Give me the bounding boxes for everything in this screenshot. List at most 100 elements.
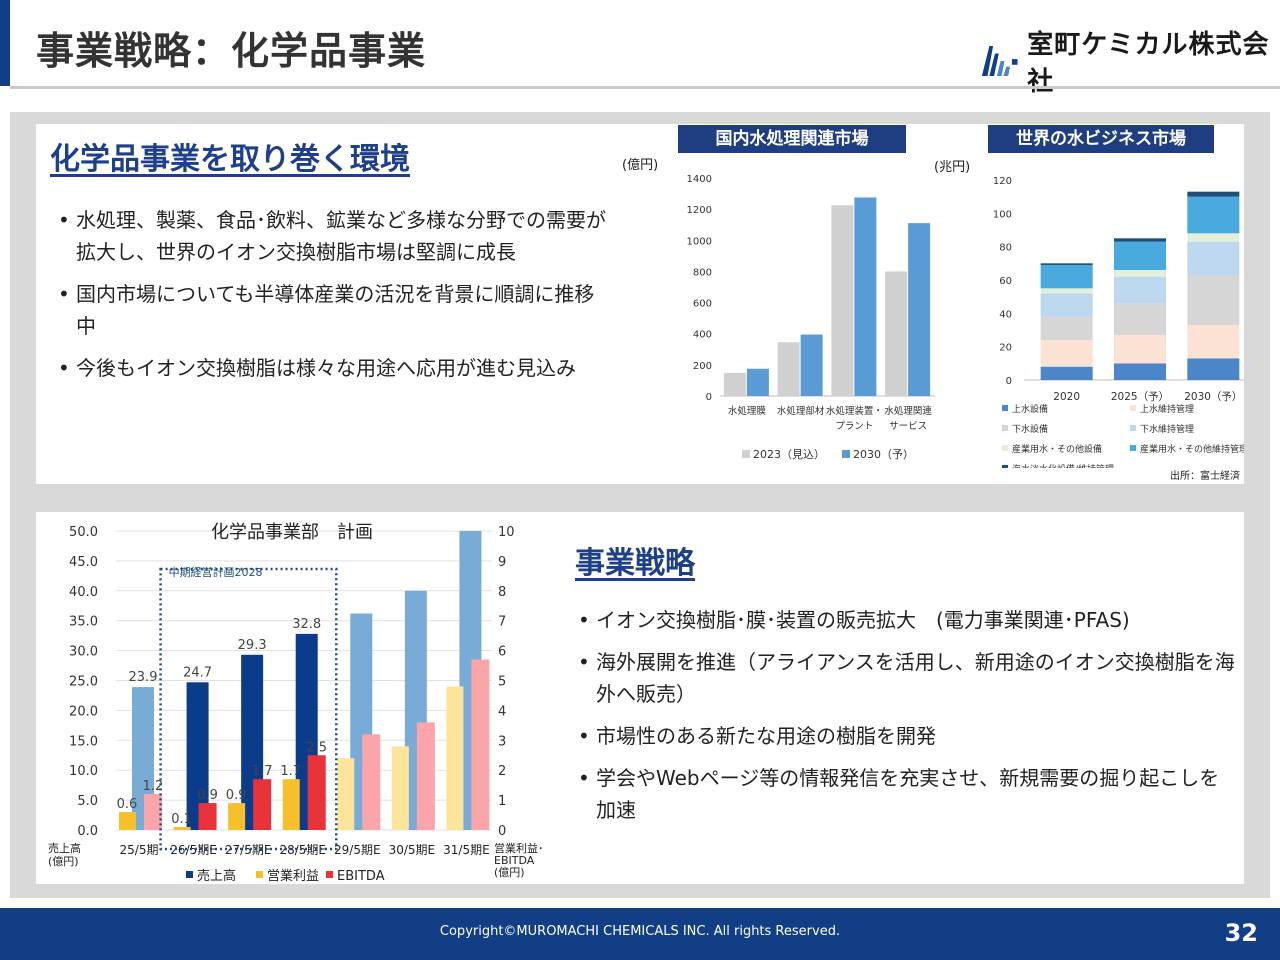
bar-2030 [746, 368, 769, 396]
right-axis-label: EBITDA [494, 854, 535, 867]
bar-operating-profit [446, 686, 464, 830]
right-y-tick-label: 2 [498, 764, 506, 779]
environment-bullet: 今後もイオン交換樹脂は様々な用途へ応用が進む見込み [56, 352, 611, 384]
legend-label: 2030（予） [853, 448, 914, 461]
strategy-heading: 事業戦略 [575, 546, 695, 581]
legend-label: 産業用水・その他維持管理 [1140, 443, 1244, 455]
business-plan-chart: 0.05.010.015.020.025.030.035.040.045.050… [48, 522, 544, 884]
right-y-tick-label: 9 [498, 555, 506, 570]
legend-swatch [742, 450, 750, 458]
stack-segment [1187, 358, 1240, 380]
strategy-bullet: イオン交換樹脂･膜･装置の販売拡大 (電力事業関連･PFAS) [576, 604, 1236, 636]
left-y-tick-label: 50.0 [69, 525, 98, 540]
chart-title-backdrop [200, 532, 388, 546]
footer-bar: Copyright©MUROMACHI CHEMICALS INC. All r… [0, 908, 1280, 960]
bar-operating-profit [337, 758, 355, 830]
x-category-label: 31/5期E [443, 843, 490, 857]
header-accent-bar [0, 0, 10, 86]
strategy-panel: 0.0 5.0 10.0 15.0 20.0 25.0 30.0 35.0 40.0 45.0 50… [36, 512, 1244, 884]
bar-sales [186, 682, 209, 830]
stack-segment [1187, 241, 1240, 275]
strategy-bullet: 市場性のある新たな用途の樹脂を開発 [576, 720, 1236, 752]
legend-swatch [1130, 425, 1136, 431]
strategy-bullet: 海外展開を推進（アライアンスを活用し、新用途のイオン交換樹脂を海外へ販売） [576, 646, 1236, 710]
environment-panel: 化学品事業を取り巻く環境 水処理、製薬、食品･飲料、鉱業など多様な分野での需要が… [36, 124, 1244, 484]
legend-label: 下水維持管理 [1140, 423, 1194, 435]
right-y-tick-label: 3 [498, 734, 506, 749]
left-y-tick-label: 30.0 [69, 645, 98, 660]
stack-segment [1114, 276, 1166, 304]
bar-ebitda [144, 794, 162, 830]
global-chart-unit: (兆円) [934, 160, 971, 175]
stack-segment [1187, 325, 1240, 359]
right-y-tick-label: 8 [498, 585, 506, 600]
bar-2023 [777, 342, 800, 396]
legend-swatch [256, 871, 263, 878]
bar-operating-profit [391, 746, 409, 830]
left-axis-label: 売上高 [48, 841, 81, 855]
stack-segment [1187, 191, 1240, 197]
left-y-tick-label: 20.0 [69, 704, 98, 719]
x-category-label: 28/5期E [279, 843, 326, 857]
bar-operating-profit [119, 812, 136, 830]
y-tick-label: 1200 [687, 205, 712, 216]
left-y-tick-label: 40.0 [69, 585, 98, 600]
stack-segment [1114, 303, 1166, 335]
left-y-tick-label: 15.0 [69, 734, 98, 749]
left-y-tick-label: 5.0 [77, 794, 98, 809]
stack-segment [1114, 270, 1166, 277]
company-logo: 室町ケミカル株式会社 [980, 24, 1280, 98]
x-category-label: 水処理部材 [777, 405, 825, 417]
right-axis-label: (億円) [494, 866, 525, 879]
strategy-bullet-list: イオン交換樹脂･膜･装置の販売拡大 (電力事業関連･PFAS) 海外展開を推進（… [576, 604, 1236, 836]
sales-data-label: 23.9 [129, 670, 158, 685]
x-category-label: 30/5期E [389, 843, 436, 857]
domestic-water-market-chart: 0 200 400 600 800 1000 1200 1400 水処理膜 水処理部材 水処理装置・… [687, 174, 935, 461]
source-note: 出所：富士経済 [1170, 471, 1240, 482]
y-tick-label: 600 [693, 299, 712, 310]
y-tick-label: 60 [999, 276, 1012, 287]
legend-swatch [1002, 425, 1008, 431]
bar-ebitda [416, 722, 435, 830]
ebitda-data-label: 1.2 [143, 779, 164, 794]
bar-2023 [885, 271, 908, 396]
right-y-tick-label: 6 [498, 645, 506, 660]
y-tick-label: 1000 [687, 236, 712, 247]
legend-label: 営業利益 [267, 868, 319, 884]
domestic-chart-title: 国内水処理関連市場 [678, 125, 906, 153]
stack-segment [1040, 288, 1093, 294]
x-category-label: プラント [835, 421, 873, 432]
operating-profit-data-label: 0.6 [117, 797, 138, 812]
domestic-chart-unit: (億円) [622, 158, 659, 173]
bar-ebitda [198, 803, 217, 830]
right-axis-label: 営業利益･ [494, 841, 544, 855]
legend-swatch [1130, 405, 1136, 411]
stack-segment [1114, 363, 1166, 380]
y-tick-label: 0 [706, 392, 712, 403]
stack-segment [1040, 316, 1093, 340]
legend-label: 下水設備 [1012, 423, 1048, 435]
bar-ebitda [253, 779, 272, 830]
right-y-tick-label: 1 [498, 794, 506, 809]
ebitda-data-label: 2.5 [306, 740, 327, 755]
x-category-label: 水処理関連 [884, 405, 932, 417]
legend-label: 産業用水・その他設備 [1012, 443, 1102, 455]
stack-segment [1114, 241, 1166, 270]
operating-profit-data-label: 1.7 [280, 764, 301, 779]
x-category-label: 27/5期E [225, 843, 272, 857]
bar-2030 [800, 334, 823, 396]
left-y-tick-label: 10.0 [69, 764, 98, 779]
legend-swatch [1130, 445, 1136, 451]
ebitda-data-label: 1.7 [252, 764, 273, 779]
footer-copyright: Copyright©MUROMACHI CHEMICALS INC. All r… [439, 924, 841, 939]
y-tick-label: 100 [993, 209, 1012, 220]
left-y-tick-label: 0.0 [77, 824, 98, 839]
bar-2030 [854, 197, 877, 396]
stack-segment [1040, 263, 1093, 265]
global-chart-title: 世界の水ビジネス市場 [988, 125, 1214, 153]
legend-label: EBITDA [337, 869, 385, 884]
bar-2030 [908, 223, 931, 396]
stack-segment [1114, 335, 1166, 364]
bar-2023 [723, 372, 746, 396]
x-category-label: 2025（予） [1111, 391, 1169, 403]
